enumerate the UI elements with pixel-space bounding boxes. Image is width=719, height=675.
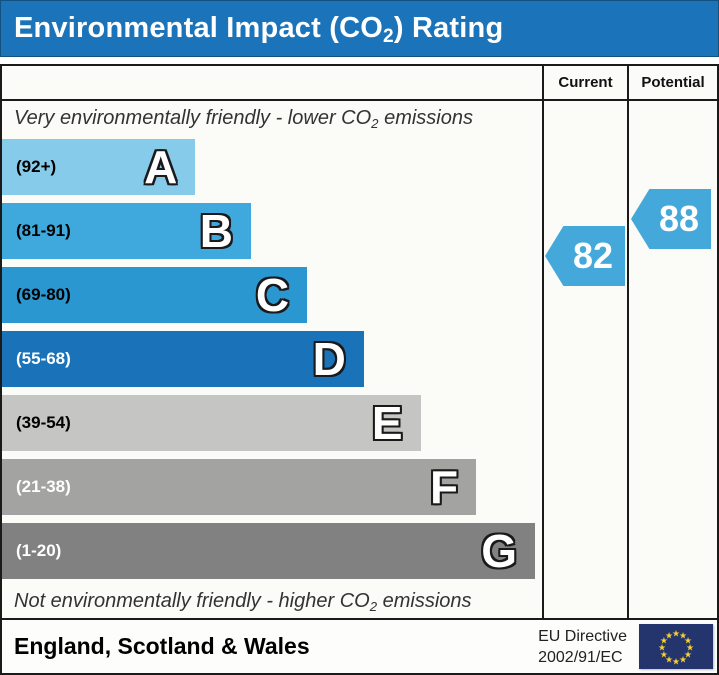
note-bottom-subscript: 2 [369,598,378,614]
band-a: (92+) A [2,139,196,195]
svg-text:★: ★ [679,656,687,666]
band-g-range: (1-20) [16,541,62,560]
band-c-letter: C [255,269,290,321]
svg-text:★: ★ [658,643,666,653]
svg-text:★: ★ [672,657,680,667]
band-b-range: (81-91) [16,221,71,240]
band-chart-area: Very environmentally friendly - lower CO… [2,101,544,618]
svg-text:★: ★ [679,631,687,641]
rating-table: Current Potential Very environmentally f… [0,64,719,620]
eu-directive-line1: EU Directive [538,627,627,645]
note-bottom-suffix: emissions [377,590,472,612]
band-f-range: (21-38) [16,477,71,496]
page-title-text: Environmental Impact (CO [14,12,383,44]
svg-text:★: ★ [660,650,668,660]
title-bar: Environmental Impact (CO2) Rating [0,0,719,57]
band-g: (1-20) G [2,523,535,579]
band-b: (81-91) B [2,203,251,259]
band-b-letter: B [199,205,233,257]
note-top-suffix: emissions [378,107,473,129]
band-d: (55-68) D [2,331,364,387]
potential-rating-column: 88 [629,101,717,618]
svg-text:★: ★ [665,656,673,666]
band-a-range: (92+) [16,157,57,176]
band-e-range: (39-54) [16,413,71,432]
footer: England, Scotland & Wales EU Directive 2… [0,620,719,675]
page-title-suffix: ) Rating [393,12,504,44]
band-e: (39-54) E [2,395,421,451]
page-title-subscript: 2 [382,26,394,48]
band-c: (69-80) C [2,267,308,323]
svg-text:★: ★ [660,636,668,646]
band-d-letter: D [312,333,346,385]
page-title: Environmental Impact (CO2) Rating [14,12,504,48]
band-f-letter: F [430,461,459,513]
note-top: Very environmentally friendly - lower CO… [14,105,542,133]
eu-directive-line2: 2002/91/EC [538,648,623,666]
current-rating-value: 82 [572,235,614,276]
header-cell-empty [2,66,544,101]
svg-text:★: ★ [686,643,694,653]
eu-directive-label: EU Directive 2002/91/EC [538,626,639,668]
band-c-range: (69-80) [16,285,71,304]
band-g-letter: G [481,525,517,577]
svg-text:★: ★ [672,629,680,639]
note-top-subscript: 2 [371,115,379,131]
svg-text:★: ★ [665,631,673,641]
band-e-letter: E [371,397,403,449]
note-bottom: Not environmentally friendly - higher CO… [14,588,542,616]
note-top-text: Very environmentally friendly - lower CO [14,107,372,129]
svg-text:★: ★ [684,636,692,646]
potential-rating-value: 88 [658,198,700,239]
current-rating-column: 82 [544,101,629,618]
note-bottom-text: Not environmentally friendly - higher CO [14,590,370,612]
header-cell-potential: Potential [629,66,717,101]
svg-text:★: ★ [684,650,692,660]
current-rating-arrow: 82 [545,226,625,286]
eu-flag-icon: ★ ★ ★ ★ ★ ★ ★ ★ ★ ★ ★ ★ [639,624,713,669]
header-cell-current: Current [544,66,629,101]
potential-rating-arrow: 88 [631,189,711,249]
band-a-letter: A [144,141,178,193]
band-d-range: (55-68) [16,349,71,368]
band-f: (21-38) F [2,459,477,515]
region-label: England, Scotland & Wales [14,633,310,659]
